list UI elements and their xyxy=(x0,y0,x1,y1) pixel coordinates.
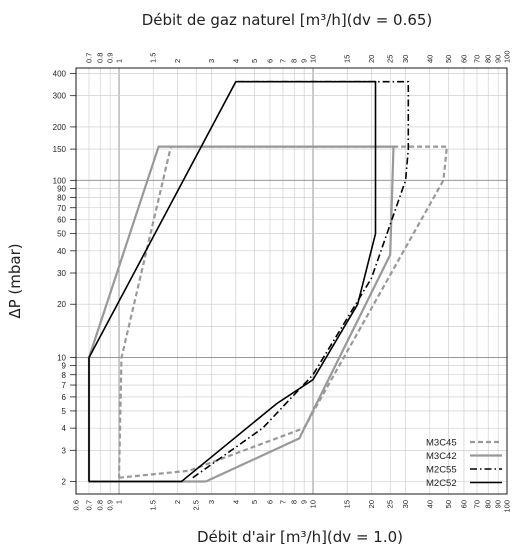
chart-title: Débit de gaz naturel [m³/h](dv = 0.65) xyxy=(142,11,433,29)
x-tick-label-bottom: 0.7 xyxy=(84,500,93,510)
x-tick-label-top: 50 xyxy=(444,55,453,63)
y-tick-label: 90 xyxy=(57,184,66,193)
x-tick-label-top: 15 xyxy=(343,55,352,63)
x-tick-label-top: 5 xyxy=(250,59,259,63)
legend-label: M3C42 xyxy=(426,451,457,462)
y-tick-label: 70 xyxy=(57,204,66,213)
y-tick-label: 4 xyxy=(62,424,67,433)
x-tick-label-top: 1.5 xyxy=(149,53,158,63)
x-tick-label-bottom: 1 xyxy=(115,500,124,504)
grid xyxy=(75,68,507,494)
y-tick-label: 150 xyxy=(53,145,67,154)
x-tick-label-bottom: 1.5 xyxy=(149,500,158,510)
x-tick-label-bottom: 0.9 xyxy=(106,500,115,510)
tick-labels: 2345678910203040506070809010015020030040… xyxy=(53,50,512,512)
x-tick-label-bottom: 40 xyxy=(425,500,434,508)
y-tick-label: 6 xyxy=(62,393,67,402)
x-tick-label-bottom: 30 xyxy=(401,500,410,508)
y-tick-label: 400 xyxy=(53,70,67,79)
y-tick-label: 200 xyxy=(53,123,67,132)
legend-label: M3C45 xyxy=(426,438,457,449)
legend-label: M2C55 xyxy=(426,465,457,476)
x-tick-label-top: 25 xyxy=(386,55,395,63)
x-tick-label-bottom: 10 xyxy=(309,500,318,508)
legend: M3C45 M3C42 M2C55 M2C52 xyxy=(426,438,502,489)
x-tick-label-bottom: 6 xyxy=(265,500,274,504)
y-tick-label: 3 xyxy=(62,446,67,455)
x-tick-label-bottom: 8 xyxy=(290,500,299,504)
x-tick-label-top: 4 xyxy=(231,59,240,63)
y-tick-label: 100 xyxy=(53,176,67,185)
plot-frame xyxy=(75,67,508,495)
x-tick-label-bottom: 2 xyxy=(173,500,182,504)
x-tick-label-top: 0.9 xyxy=(106,53,115,63)
y-tick-label: 7 xyxy=(62,381,67,390)
x-tick-label-top: 70 xyxy=(472,55,481,63)
x-axis-label: Débit d'air [m³/h](dv = 1.0) xyxy=(197,528,403,546)
x-tick-label-bottom: 4 xyxy=(231,500,240,504)
x-tick-label-top: 90 xyxy=(494,55,503,63)
x-tick-label-bottom: 7 xyxy=(278,500,287,504)
y-tick-label: 50 xyxy=(57,230,66,239)
y-tick-label: 9 xyxy=(62,362,67,371)
series-m3c42 xyxy=(87,145,395,483)
y-tick-label: 300 xyxy=(53,92,67,101)
x-tick-label-bottom: 70 xyxy=(472,500,481,508)
y-tick-label: 10 xyxy=(57,354,66,363)
x-tick-label-top: 30 xyxy=(401,55,410,63)
x-tick-label-bottom: 80 xyxy=(484,500,493,508)
x-tick-label-bottom: 25 xyxy=(386,500,395,508)
x-tick-label-bottom: 2.5 xyxy=(192,500,201,510)
x-tick-label-bottom: 60 xyxy=(459,500,468,508)
x-tick-label-top: 6 xyxy=(265,59,274,63)
x-tick-label-top: 80 xyxy=(484,55,493,63)
x-tick-label-top: 2 xyxy=(173,59,182,63)
x-tick-label-top: 40 xyxy=(425,55,434,63)
x-tick-label-top: 20 xyxy=(367,55,376,63)
y-tick-label: 8 xyxy=(62,371,67,380)
x-tick-label-top: 10 xyxy=(309,55,318,63)
x-tick-label-top: 60 xyxy=(459,55,468,63)
x-tick-label-top: 7 xyxy=(278,59,287,63)
series-layer xyxy=(87,80,449,483)
x-tick-label-bottom: 20 xyxy=(367,500,376,508)
x-tick-label-bottom: 3 xyxy=(207,500,216,504)
x-tick-label-bottom: 0.8 xyxy=(96,500,105,510)
y-tick-label: 40 xyxy=(57,247,66,256)
x-tick-label-top: 9 xyxy=(300,59,309,63)
y-tick-label: 2 xyxy=(62,477,67,486)
y-tick-label: 80 xyxy=(57,193,66,202)
y-tick-label: 30 xyxy=(57,269,66,278)
x-tick-label-top: 0.7 xyxy=(84,53,93,63)
x-tick-label-top: 0.8 xyxy=(96,53,105,63)
y-axis-label: ΔP (mbar) xyxy=(6,243,24,318)
x-tick-label-top: 100 xyxy=(503,50,512,63)
x-tick-label-top: 1 xyxy=(115,59,124,63)
series-m3c45 xyxy=(117,145,449,479)
y-tick-label: 60 xyxy=(57,216,66,225)
x-tick-label-bottom: 50 xyxy=(444,500,453,508)
x-tick-label-bottom: 15 xyxy=(343,500,352,508)
x-tick-label-bottom: 100 xyxy=(503,500,512,513)
x-tick-label-bottom: 9 xyxy=(300,500,309,504)
x-tick-label-bottom: 0.6 xyxy=(72,500,81,510)
x-tick-label-top: 3 xyxy=(207,59,216,63)
y-tick-label: 5 xyxy=(62,407,67,416)
x-tick-label-bottom: 5 xyxy=(250,500,259,504)
series-m2c52 xyxy=(88,80,377,483)
legend-label: M2C52 xyxy=(426,478,457,489)
x-tick-label-bottom: 90 xyxy=(494,500,503,508)
series-m2c55 xyxy=(192,80,410,479)
y-tick-label: 20 xyxy=(57,300,66,309)
x-tick-label-top: 8 xyxy=(290,59,299,63)
